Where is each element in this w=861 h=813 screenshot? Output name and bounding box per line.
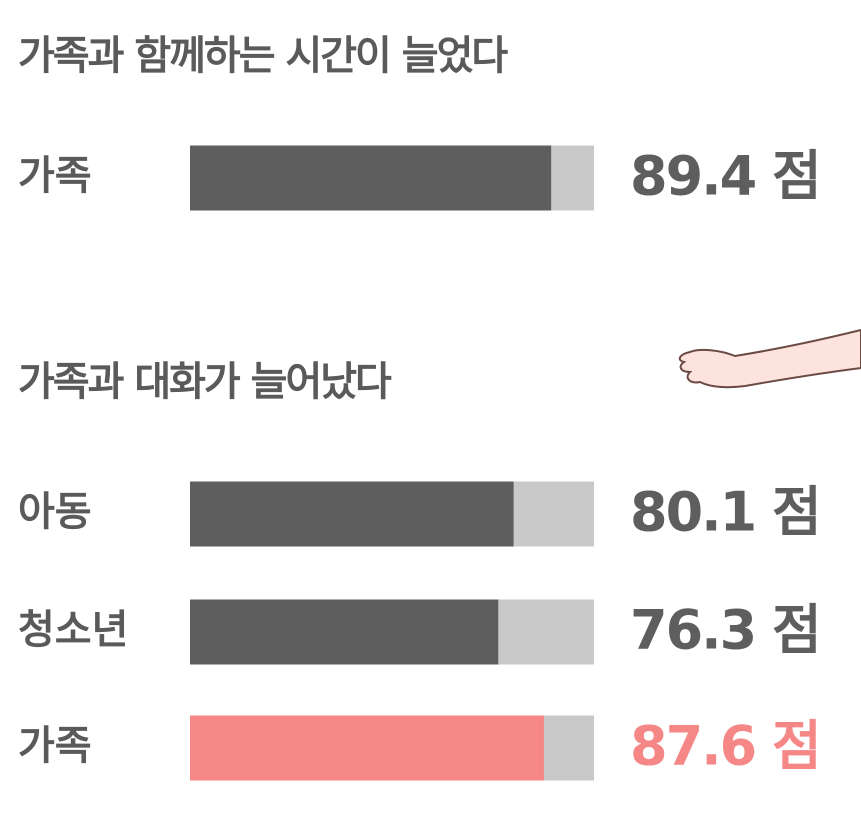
hand-illustration xyxy=(680,330,861,387)
chart-title: 가족과 대화가 늘어났다 xyxy=(18,359,392,405)
value-label: 80.1 점 xyxy=(630,481,820,544)
infographic: 가족과 함께하는 시간이 늘었다가족 89.4 점가족과 대화가 늘어났다아동 80… xyxy=(0,0,861,813)
bar xyxy=(190,716,544,781)
bar xyxy=(190,146,551,211)
bar xyxy=(190,600,498,665)
value-label: 89.4 점 xyxy=(630,145,820,208)
value-label: 76.3 점 xyxy=(630,599,820,662)
category-label: 청소년 xyxy=(18,607,128,653)
bar xyxy=(190,482,514,547)
value-label: 87.6 점 xyxy=(630,715,820,778)
category-label: 가족 xyxy=(18,723,92,769)
chart-title: 가족과 함께하는 시간이 늘었다 xyxy=(18,33,508,79)
category-label: 가족 xyxy=(18,153,92,199)
category-label: 아동 xyxy=(18,489,92,535)
